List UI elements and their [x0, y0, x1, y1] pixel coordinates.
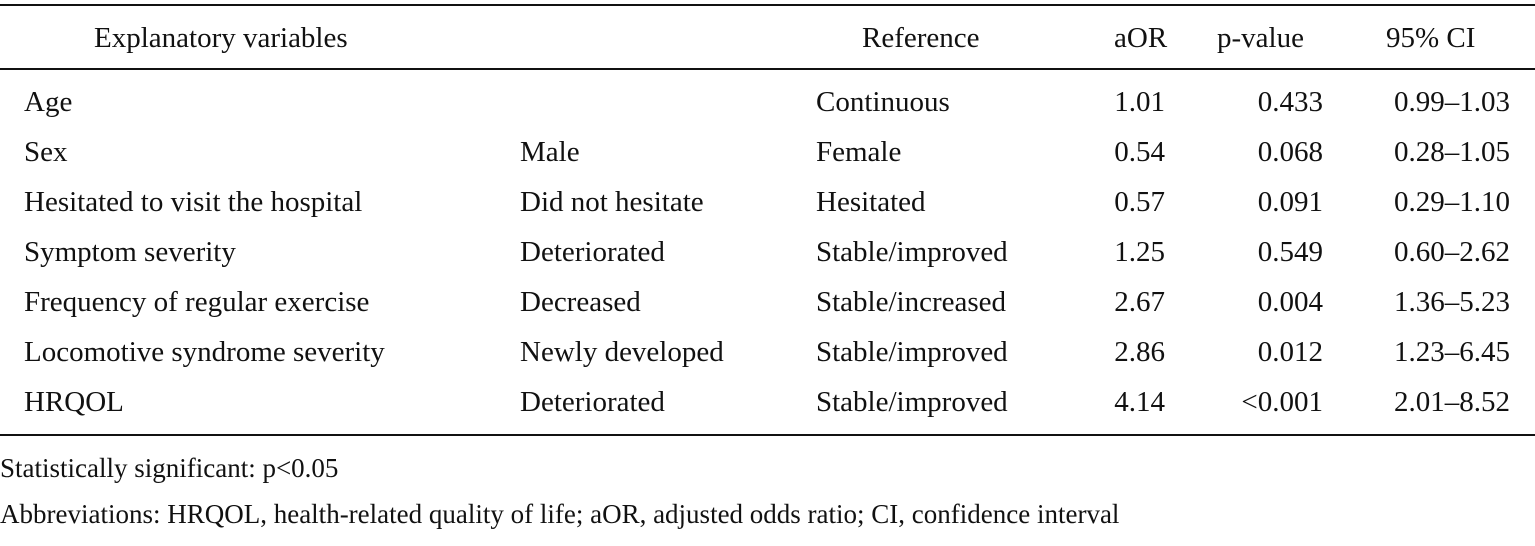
row-variable: Hesitated to visit the hospital — [24, 186, 363, 218]
row-category: Deteriorated — [520, 236, 665, 268]
row-category: Deteriorated — [520, 386, 665, 418]
row-aor: 1.01 — [1114, 86, 1165, 118]
row-95-ci: 2.01–8.52 — [1394, 386, 1510, 418]
significance-note: Statistically significant: p<0.05 — [0, 453, 339, 483]
table-top-rule — [0, 4, 1535, 6]
row-95-ci: 0.28–1.05 — [1394, 136, 1510, 168]
header-aor: aOR — [1114, 22, 1168, 54]
row-variable: Symptom severity — [24, 236, 236, 268]
row-aor: 0.54 — [1114, 136, 1165, 168]
row-reference: Stable/increased — [816, 286, 1007, 318]
row-reference: Stable/improved — [816, 386, 1008, 418]
row-reference: Stable/improved — [816, 236, 1008, 268]
row-95-ci: 1.36–5.23 — [1394, 286, 1510, 318]
row-aor: 0.57 — [1114, 186, 1165, 218]
row-reference: Female — [816, 136, 902, 168]
row-p-value: 0.068 — [1257, 136, 1323, 168]
row-category: Decreased — [520, 286, 641, 318]
row-95-ci: 0.29–1.10 — [1394, 186, 1510, 218]
row-aor: 2.67 — [1114, 286, 1165, 318]
row-p-value: 0.549 — [1257, 236, 1323, 268]
row-reference: Continuous — [816, 86, 950, 118]
row-category: Male — [520, 136, 580, 168]
row-aor: 1.25 — [1114, 236, 1165, 268]
table-header-rule — [0, 68, 1535, 70]
row-p-value: 0.004 — [1257, 286, 1323, 318]
row-95-ci: 1.23–6.45 — [1394, 336, 1510, 368]
header-95-ci: 95% CI — [1386, 22, 1476, 54]
row-category: Newly developed — [520, 336, 724, 368]
abbreviations-note: Abbreviations: HRQOL, health-related qua… — [0, 499, 1120, 529]
row-p-value: <0.001 — [1241, 386, 1323, 418]
row-95-ci: 0.99–1.03 — [1394, 86, 1510, 118]
row-aor: 4.14 — [1114, 386, 1165, 418]
row-variable: HRQOL — [24, 386, 124, 418]
row-95-ci: 0.60–2.62 — [1394, 236, 1510, 268]
row-variable: Age — [24, 86, 73, 118]
table-bottom-rule — [0, 434, 1535, 436]
row-reference: Hesitated — [816, 186, 926, 218]
row-variable: Frequency of regular exercise — [24, 286, 370, 318]
header-reference: Reference — [862, 22, 980, 54]
row-p-value: 0.091 — [1257, 186, 1323, 218]
row-variable: Sex — [24, 136, 68, 168]
row-p-value: 0.012 — [1257, 336, 1323, 368]
row-variable: Locomotive syndrome severity — [24, 336, 385, 368]
header-p-value: p-value — [1217, 22, 1304, 54]
row-p-value: 0.433 — [1257, 86, 1323, 118]
row-aor: 2.86 — [1114, 336, 1165, 368]
row-reference: Stable/improved — [816, 336, 1008, 368]
row-category: Did not hesitate — [520, 186, 704, 218]
header-explanatory-variables: Explanatory variables — [94, 22, 348, 54]
